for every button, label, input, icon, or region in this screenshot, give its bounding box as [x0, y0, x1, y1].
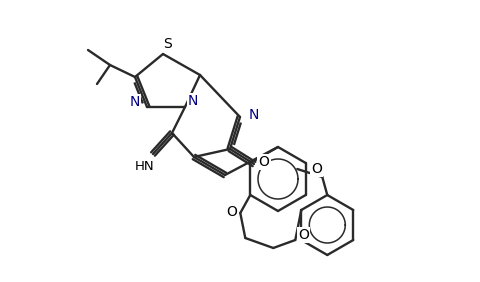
Text: N: N [188, 94, 198, 108]
Text: S: S [163, 37, 171, 51]
Text: O: O [298, 228, 309, 242]
Text: N: N [130, 95, 140, 109]
Text: HN: HN [135, 160, 155, 173]
Text: N: N [249, 108, 259, 122]
Text: O: O [259, 155, 269, 169]
Text: O: O [311, 162, 322, 176]
Text: O: O [226, 205, 237, 219]
